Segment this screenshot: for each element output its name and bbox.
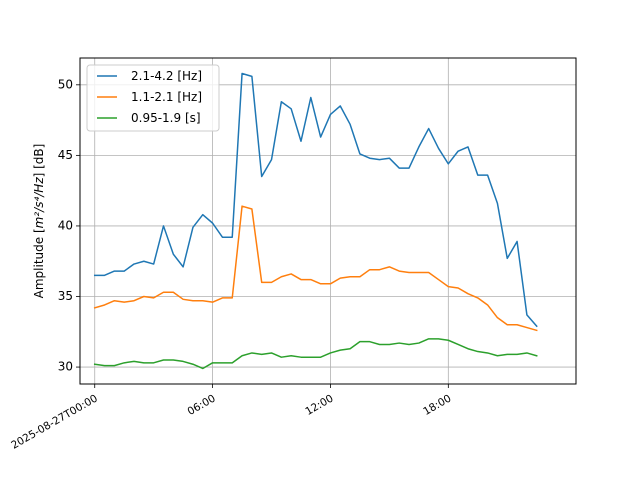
series-line-3 <box>93 338 538 370</box>
y-tick-label: 40 <box>58 218 73 232</box>
legend-label-1: 2.1-4.2 [Hz] <box>131 69 202 83</box>
legend-label-2: 1.1-2.1 [Hz] <box>131 90 202 104</box>
y-tick-label: 45 <box>58 148 73 162</box>
legend-label-3: 0.95-1.9 [s] <box>131 111 201 125</box>
legend-box <box>86 64 220 132</box>
legend: 2.1-4.2 [Hz] 1.1-2.1 [Hz] 0.95-1.9 [s] <box>86 64 220 132</box>
y-tick-label: 30 <box>58 360 73 374</box>
series-line-2 <box>93 205 538 332</box>
y-tick-label: 50 <box>58 77 73 91</box>
series-line-1 <box>93 72 538 328</box>
y-axis-label: Amplitude [m²/s⁴/Hz] [dB] <box>32 144 46 299</box>
y-tick-label: 35 <box>58 289 73 303</box>
plot-frame <box>79 57 577 385</box>
series-lines <box>93 72 538 370</box>
